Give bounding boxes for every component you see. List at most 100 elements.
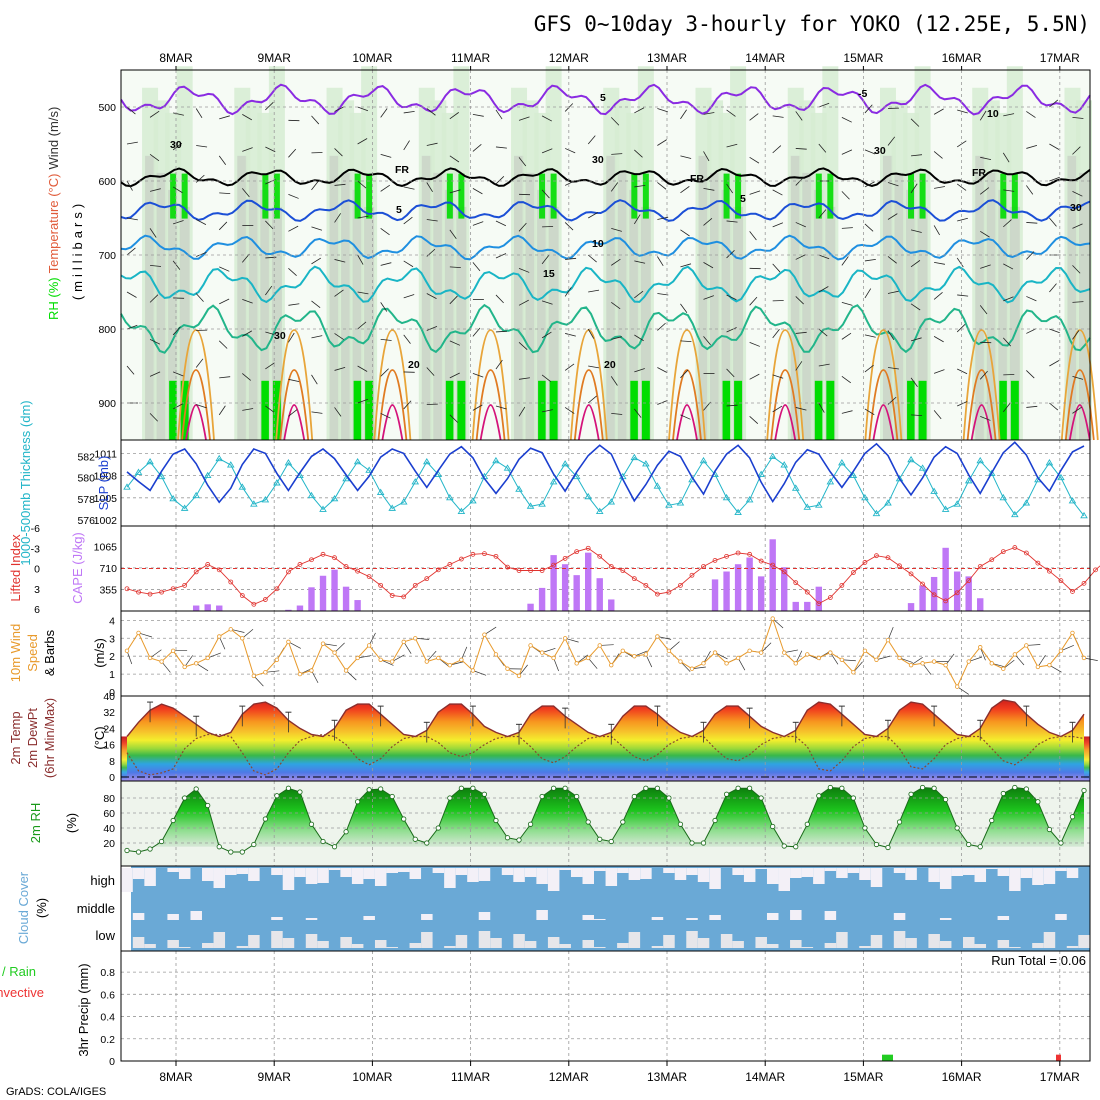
saturated-area: [641, 380, 650, 440]
lifted-index-point: [320, 551, 326, 557]
wind-speed-point: [655, 634, 660, 639]
thickness-point: [895, 474, 904, 482]
wind-barb: [218, 221, 228, 231]
cloud-clear-high: [340, 868, 352, 877]
wind-barb: [426, 182, 433, 193]
wind-barb: [841, 410, 853, 414]
wind-barb: [541, 331, 552, 339]
cloud-clear-high: [213, 868, 226, 888]
contour-label: 5: [600, 92, 606, 104]
wind-barb: [565, 257, 577, 260]
wind-barb: [1026, 251, 1035, 260]
wind-barb: [541, 254, 550, 265]
contour-label: 30: [274, 330, 286, 342]
wind-barb: [184, 655, 193, 668]
rh-point: [770, 823, 776, 830]
wind-barb: [126, 291, 137, 298]
pressure-axis-word: (millibars): [70, 200, 85, 300]
wind-barb: [610, 117, 620, 126]
wind-speed-point: [124, 648, 130, 654]
cape-bar: [804, 601, 811, 611]
wind-barb: [126, 180, 133, 191]
cloud-clear-low: [178, 947, 191, 948]
wind-speed-point: [240, 636, 245, 641]
slp-tick-label: 1002: [94, 515, 118, 527]
warm-contour: [668, 329, 706, 441]
wind-barb: [472, 221, 484, 226]
cape-bar: [815, 586, 823, 611]
cloud-clear-middle: [132, 913, 145, 920]
wind-barb: [265, 285, 273, 296]
humidity-plume: [1067, 155, 1078, 440]
cloud-clear-low: [755, 937, 767, 948]
saturated-area: [261, 380, 270, 440]
wind-barb: [495, 109, 503, 120]
cape-bar: [746, 557, 753, 611]
rh-tick-label: 80: [103, 793, 115, 805]
wind-barb: [887, 213, 898, 220]
wind-barb: [311, 300, 321, 308]
cloud-clear-low: [317, 941, 329, 948]
lifted-index-tick-label: 6: [34, 604, 40, 616]
lifted-index-point: [1023, 550, 1029, 556]
rh-point: [608, 838, 614, 845]
thickness-point: [595, 507, 604, 514]
cloud-clear-low: [513, 934, 525, 948]
rh-point: [873, 841, 880, 848]
humidity-plume: [260, 189, 271, 440]
cloud-clear-high: [905, 868, 917, 880]
humidity-plume: [179, 206, 190, 440]
cloud-clear-low: [859, 946, 871, 948]
saturated-area: [262, 173, 269, 219]
lifted-index-point: [989, 557, 995, 563]
cloud-clear-high: [248, 868, 260, 881]
wind-barb: [587, 395, 597, 404]
wind-barb: [472, 404, 483, 411]
wind-speed-point: [908, 662, 914, 668]
wind-barb: [945, 653, 955, 666]
wind-barb: [495, 330, 507, 333]
wind-speed-point: [389, 659, 395, 664]
lifted-index-tick-label: 0: [34, 564, 40, 576]
cloud-clear-high: [766, 868, 779, 884]
rh-point: [504, 835, 511, 841]
wind-barb: [403, 260, 414, 268]
cloud-cover-panel: high middle low Cloud Cover (%): [16, 865, 1091, 952]
cloud-clear-low: [651, 946, 664, 948]
wind-barb: [196, 251, 207, 257]
cloud-clear-high: [409, 868, 422, 879]
cloud-clear-high: [928, 868, 940, 882]
wind-barb: [1072, 375, 1084, 380]
humidity-plume: [537, 189, 548, 440]
wind-barb: [357, 398, 369, 404]
rh-point: [297, 789, 303, 795]
wind-barb: [934, 186, 946, 189]
rh-point: [896, 819, 903, 825]
wind-barb: [426, 650, 437, 662]
wind-speed-point: [943, 662, 948, 668]
lifted-index-tick-label: 3: [34, 584, 40, 596]
wind-barb: [980, 264, 991, 269]
wind-barb: [1002, 337, 1011, 347]
wind-barb: [126, 217, 138, 221]
wind-barb: [161, 661, 171, 673]
wind-speed-point: [309, 668, 314, 673]
warm-contour: [479, 404, 502, 441]
wind-barb: [403, 186, 415, 190]
saturated-area: [1011, 173, 1018, 219]
thickness-point: [1011, 510, 1019, 518]
saturated-area: [365, 380, 374, 440]
wind-barb: [311, 226, 323, 231]
thickness-point: [815, 501, 823, 508]
thickness-point: [987, 469, 996, 476]
wind-barb: [634, 184, 646, 188]
wind-barb: [864, 104, 873, 114]
wind-barb: [288, 303, 300, 306]
cloud-clear-high: [1055, 868, 1067, 871]
cloud-clear-low: [213, 932, 226, 948]
wind-barb: [518, 377, 530, 380]
wind-ylabel: 10m Wind: [8, 624, 23, 683]
cloud-clear-low: [282, 938, 295, 948]
wind-barb: [195, 174, 205, 183]
wind-barb: [749, 296, 758, 306]
